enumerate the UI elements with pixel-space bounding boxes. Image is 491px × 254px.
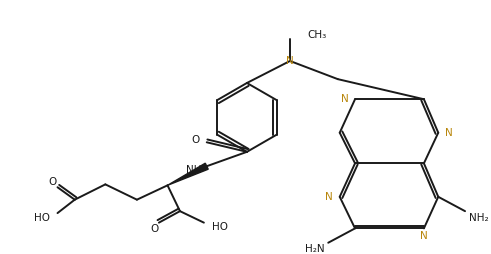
Text: H₂N: H₂N: [305, 244, 325, 254]
Text: HO: HO: [212, 223, 227, 232]
Text: N: N: [420, 231, 428, 241]
Text: O: O: [150, 224, 158, 234]
Text: O: O: [49, 177, 57, 186]
Text: O: O: [192, 135, 200, 145]
Text: CH₃: CH₃: [307, 30, 327, 40]
Polygon shape: [167, 163, 208, 185]
Text: N: N: [445, 128, 453, 138]
Text: NH₂: NH₂: [469, 213, 489, 223]
Text: N: N: [341, 94, 348, 104]
Text: N: N: [286, 56, 294, 66]
Text: N: N: [325, 192, 333, 202]
Text: NH: NH: [187, 165, 202, 175]
Text: HO: HO: [34, 213, 50, 223]
